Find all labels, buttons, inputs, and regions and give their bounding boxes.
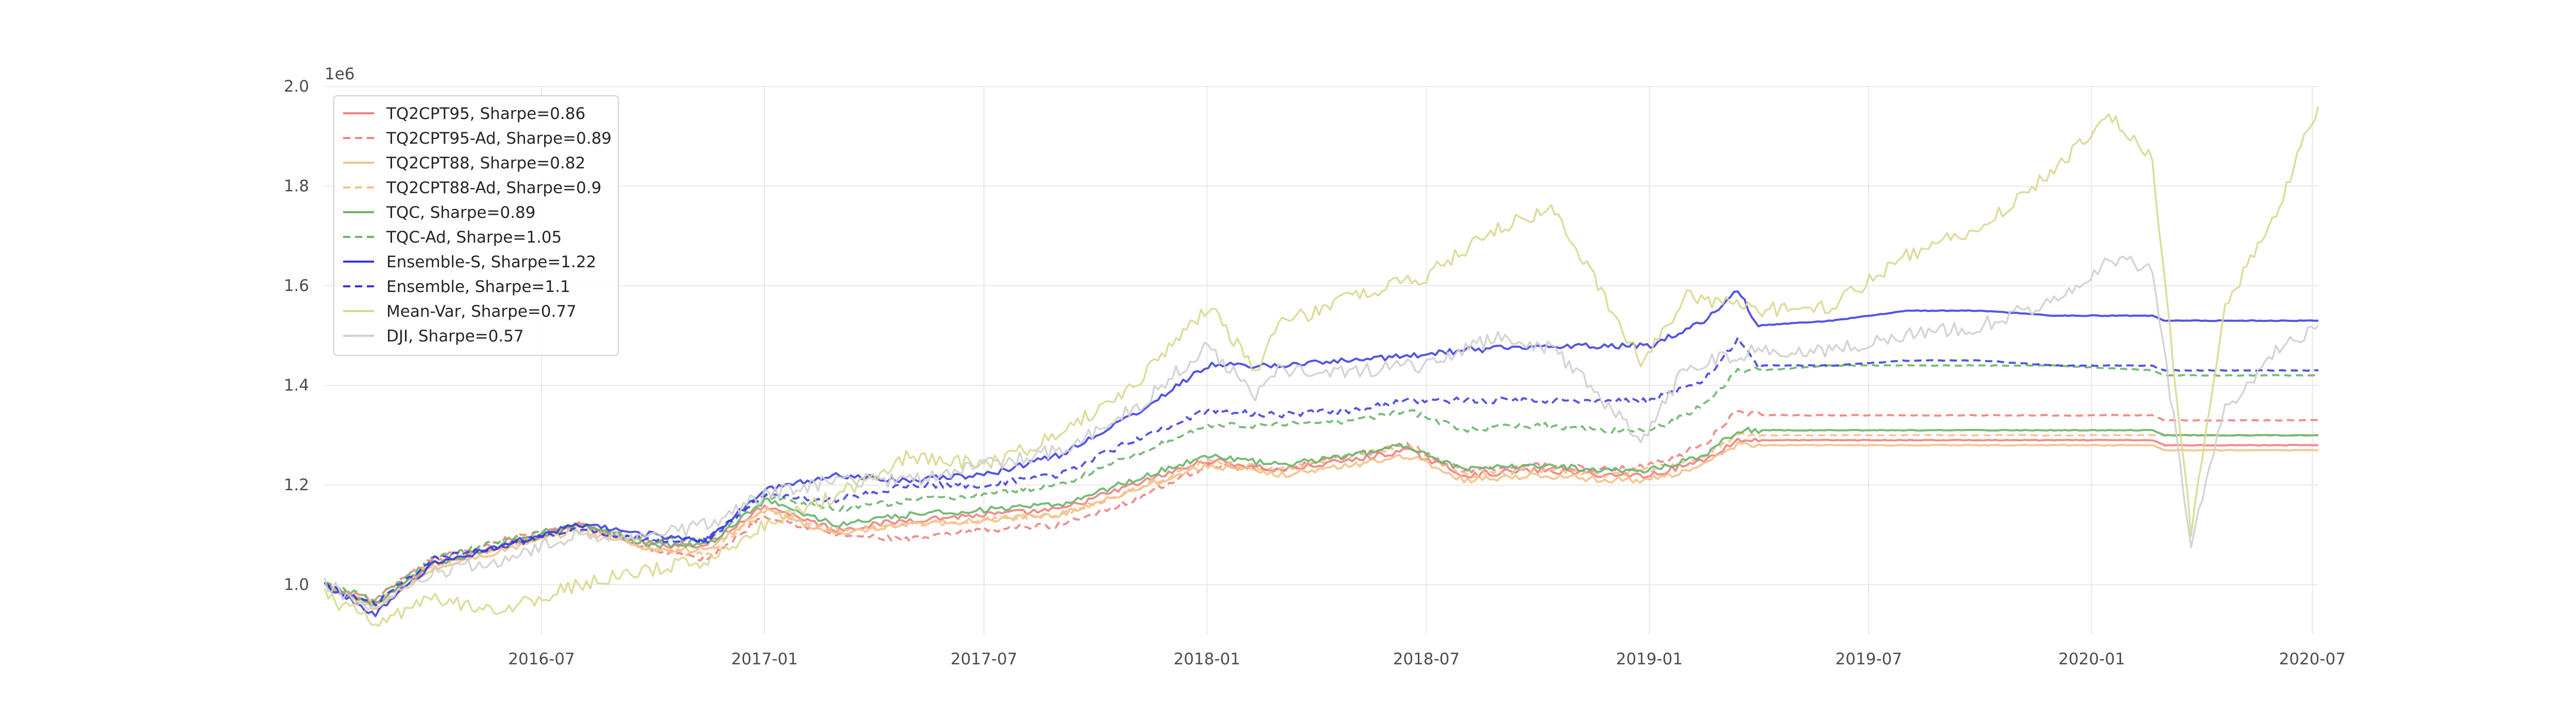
legend-label: TQC-Ad, Sharpe=1.05 — [386, 228, 562, 247]
axis-labels: 1e6 1.0 1.2 1.4 1.6 1.8 2.0 2016-07 2017-01 2017… — [284, 65, 2346, 668]
series-line — [324, 106, 2319, 627]
x-tick-label: 2017-07 — [951, 650, 1018, 668]
series-line — [324, 410, 2319, 603]
series-line — [324, 255, 2319, 611]
legend-label: TQ2CPT88-Ad, Sharpe=0.9 — [386, 179, 601, 197]
legend-label: DJI, Sharpe=0.57 — [386, 327, 524, 346]
legend-label: TQ2CPT88, Sharpe=0.82 — [386, 154, 585, 173]
y-tick-label: 1.2 — [284, 476, 309, 494]
x-tick-label: 2017-01 — [731, 650, 798, 668]
legend-label: Ensemble-S, Sharpe=1.22 — [386, 253, 596, 271]
y-tick-label: 2.0 — [284, 77, 309, 96]
y-tick-label: 1.6 — [284, 277, 309, 295]
x-tick-label: 2018-01 — [1174, 650, 1241, 668]
x-tick-label: 2019-01 — [1616, 650, 1683, 668]
series-line — [324, 336, 2319, 607]
x-tick-label: 2016-07 — [508, 650, 575, 668]
series-lines — [324, 106, 2319, 627]
y-tick-label: 1.8 — [284, 177, 309, 195]
legend: TQ2CPT95, Sharpe=0.86 TQ2CPT95-Ad, Sharpe… — [333, 95, 619, 356]
series-line — [324, 437, 2319, 607]
x-tick-label: 2020-07 — [2279, 650, 2346, 668]
y-axis-offset-label: 1e6 — [325, 65, 355, 83]
legend-label: Mean-Var, Sharpe=0.77 — [386, 302, 577, 321]
legend-label: TQC, Sharpe=0.89 — [386, 203, 536, 222]
legend-label: TQ2CPT95-Ad, Sharpe=0.89 — [386, 129, 612, 148]
y-tick-label: 1.0 — [284, 575, 309, 594]
series-line — [324, 441, 2319, 611]
legend-label: TQ2CPT95, Sharpe=0.86 — [386, 105, 585, 123]
series-line — [324, 364, 2319, 604]
series-line — [324, 290, 2319, 617]
series-line — [324, 426, 2319, 607]
x-tick-label: 2020-01 — [2058, 650, 2125, 668]
x-tick-label: 2018-07 — [1393, 650, 1460, 668]
grid — [325, 86, 2318, 634]
legend-box — [333, 95, 619, 356]
y-tick-label: 1.4 — [284, 376, 309, 394]
x-tick-label: 2019-07 — [1835, 650, 1902, 668]
legend-label: Ensemble, Sharpe=1.1 — [386, 278, 570, 296]
